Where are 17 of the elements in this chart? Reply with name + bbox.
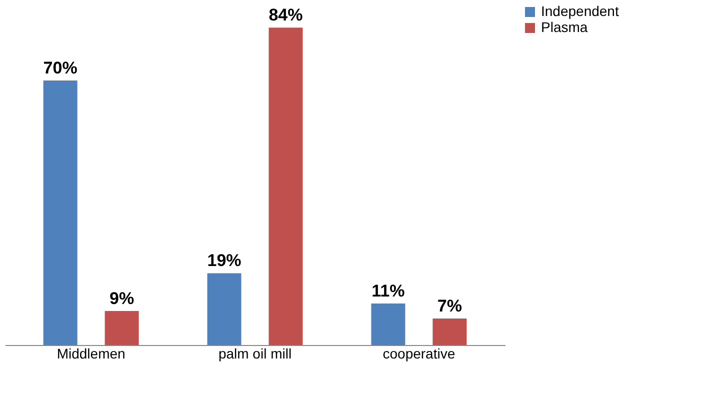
data-label: 7% [437,296,462,316]
data-label: 19% [207,251,242,270]
bar [104,311,139,345]
data-label: 84% [268,6,303,25]
x-tick-label: Middlemen [56,346,126,362]
bar [432,318,467,345]
bar [268,28,303,345]
bar [371,303,406,345]
data-label: 9% [110,289,134,308]
data-label: 70% [43,58,78,78]
bar [207,273,242,345]
x-tick-label: cooperative [382,346,456,362]
bar [43,80,78,345]
legend-label: Plasma [541,19,588,35]
legend-label: Independent [541,3,619,19]
data-label: 11% [372,281,405,300]
x-tick-label: palm oil mill [218,346,292,362]
